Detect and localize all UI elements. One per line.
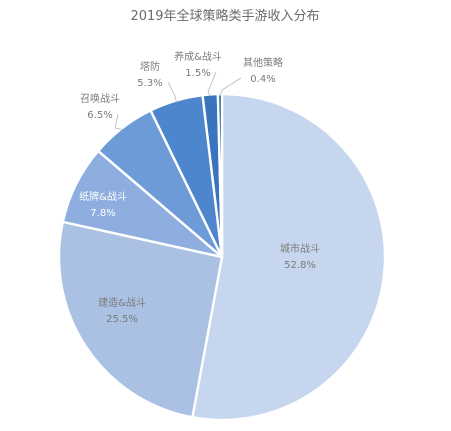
chart-title: 2019年全球策略类手游收入分布 bbox=[130, 8, 319, 24]
pie-slice-1 bbox=[57, 220, 224, 419]
slice-value-label: 6.5% bbox=[87, 110, 112, 121]
slice-label-2: 纸牌&战斗 7.8% bbox=[79, 190, 127, 219]
pie-slices bbox=[57, 92, 387, 422]
slice-category-label: 城市战斗 bbox=[280, 242, 320, 255]
slice-value-label: 52.8% bbox=[284, 260, 316, 271]
leader-line-6 bbox=[219, 77, 242, 97]
leader-line-3 bbox=[114, 113, 124, 130]
slice-category-label: 其他策略 bbox=[243, 56, 283, 69]
leader-lines bbox=[114, 71, 242, 130]
slice-label-6: 其他策略 0.4% bbox=[243, 56, 283, 85]
slice-value-label: 7.8% bbox=[90, 208, 115, 219]
slice-category-label: 纸牌&战斗 bbox=[79, 190, 127, 203]
slice-label-0: 城市战斗 52.8% bbox=[280, 242, 320, 271]
slice-value-label: 0.4% bbox=[250, 74, 275, 85]
slice-category-label: 召唤战斗 bbox=[80, 92, 120, 105]
pie-slice-6 bbox=[216, 92, 224, 259]
leader-line-4 bbox=[167, 81, 177, 103]
slice-label-4: 塔防 5.3% bbox=[137, 60, 162, 89]
slice-label-5: 养成&战斗 1.5% bbox=[174, 50, 222, 79]
slice-value-label: 1.5% bbox=[185, 68, 210, 79]
pie-slice-0 bbox=[191, 92, 387, 422]
slice-category-label: 建造&战斗 bbox=[98, 296, 146, 309]
slice-label-1: 建造&战斗 25.5% bbox=[98, 296, 146, 325]
slice-value-label: 25.5% bbox=[106, 314, 138, 325]
slice-category-label: 养成&战斗 bbox=[174, 50, 222, 63]
slice-category-label: 塔防 bbox=[140, 60, 160, 73]
slice-value-label: 5.3% bbox=[137, 78, 162, 89]
slice-label-3: 召唤战斗 6.5% bbox=[80, 92, 120, 121]
slice-labels: 城市战斗 52.8% 建造&战斗 25.5% 纸牌&战斗 7.8% 召唤战斗 6.5% 塔防 5.… bbox=[79, 50, 320, 325]
leader-line-5 bbox=[207, 71, 217, 97]
